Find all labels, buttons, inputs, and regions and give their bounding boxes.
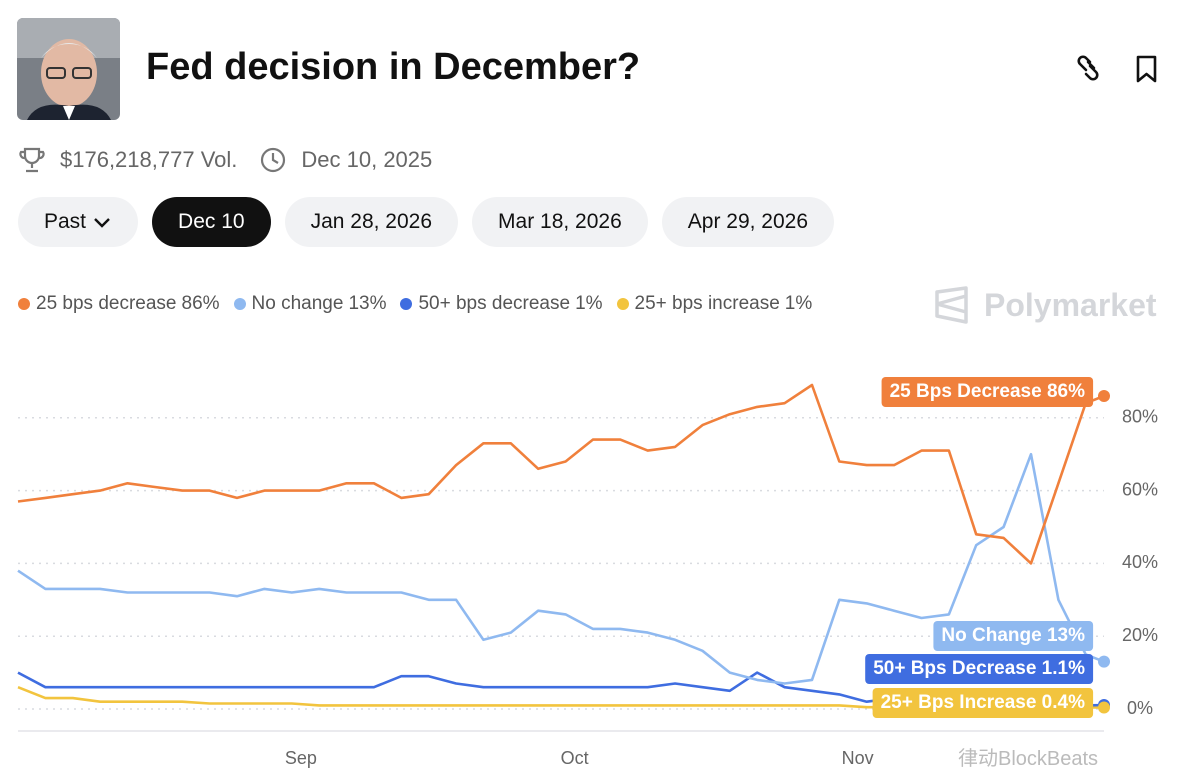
legend-label: 50+ bps decrease bbox=[418, 293, 571, 314]
legend-value: 1% bbox=[784, 293, 813, 314]
end-label-bg bbox=[933, 621, 1094, 651]
link-icon[interactable] bbox=[1077, 55, 1099, 81]
watermark: 律动BlockBeats bbox=[958, 748, 1099, 770]
x-tick-label: Nov bbox=[842, 748, 874, 768]
avatar bbox=[17, 18, 120, 120]
legend-label: 25 bps decrease bbox=[36, 293, 177, 314]
tab-label: Jan 28, 2026 bbox=[310, 210, 433, 233]
legend-swatch bbox=[233, 298, 246, 310]
date-tab[interactable]: Dec 10 bbox=[152, 197, 271, 247]
volume: $176,218,777 Vol. bbox=[60, 147, 238, 172]
trophy-icon bbox=[19, 147, 45, 173]
end-label-text: 25 Bps Decrease 86% bbox=[890, 381, 1086, 402]
legend-item: 50+ bps decrease 1% bbox=[400, 293, 603, 315]
end-label: 25+ Bps Increase 0.4% bbox=[872, 688, 1094, 718]
legend-swatch bbox=[18, 298, 30, 310]
legend: 25 bps decrease 86% No change 13% 50+ bps de… bbox=[18, 293, 812, 315]
end-dot bbox=[1098, 655, 1110, 668]
date-tab[interactable]: Jan 28, 2026 bbox=[284, 197, 459, 247]
avatar-image bbox=[17, 18, 120, 120]
end-label-bg bbox=[872, 688, 1094, 718]
end-label-text: 25+ Bps Increase 0.4% bbox=[881, 692, 1085, 713]
end-label: 25 Bps Decrease 86% bbox=[881, 377, 1094, 407]
end-label-bg bbox=[865, 654, 1094, 684]
legend-value: 1% bbox=[575, 293, 603, 314]
end-date: Dec 10, 2025 bbox=[301, 147, 433, 172]
y-tick-label: 60% bbox=[1122, 479, 1158, 499]
brand-logo bbox=[935, 286, 968, 324]
bookmark-icon[interactable] bbox=[1136, 55, 1157, 83]
y-tick-label: 0% bbox=[1127, 698, 1153, 718]
legend-value: 13% bbox=[348, 293, 387, 314]
end-label-bg bbox=[881, 377, 1094, 407]
date-tab[interactable]: Mar 18, 2026 bbox=[472, 197, 648, 247]
end-dot bbox=[1098, 389, 1110, 402]
end-label-text: No Change 13% bbox=[941, 625, 1085, 646]
brand-name: Polymarket bbox=[984, 286, 1157, 323]
series-line bbox=[17, 452, 1105, 685]
chevron-icon bbox=[94, 218, 110, 228]
market-meta: $176,218,777 Vol. Dec 10, 2025 bbox=[18, 146, 454, 174]
end-dot bbox=[1098, 701, 1110, 714]
tab-label: Apr 29, 2026 bbox=[687, 210, 809, 233]
legend-label: No change bbox=[251, 293, 344, 314]
y-tick-label: 20% bbox=[1122, 625, 1158, 645]
y-tick-label: 40% bbox=[1122, 552, 1158, 572]
legend-swatch bbox=[616, 298, 629, 310]
end-label-text: 50+ Bps Decrease 1.1% bbox=[873, 658, 1085, 679]
legend-item: No change 13% bbox=[233, 293, 387, 315]
brand: Polymarket bbox=[934, 286, 1157, 324]
actions bbox=[1077, 55, 1157, 83]
x-tick-label: Sep bbox=[285, 748, 317, 768]
legend-item: 25 bps decrease 86% bbox=[18, 293, 220, 315]
tab-label: Past bbox=[44, 210, 87, 233]
series-line bbox=[17, 383, 1105, 565]
date-tabs: Past Dec 10 Jan 28, 2026 Mar 18, 2026 Apr 29… bbox=[18, 197, 835, 247]
legend-value: 86% bbox=[181, 293, 220, 314]
tab-label: Dec 10 bbox=[178, 210, 245, 233]
date-tab[interactable]: Apr 29, 2026 bbox=[661, 197, 835, 247]
y-tick-label: 80% bbox=[1122, 407, 1158, 427]
market-title: Fed decision in December? bbox=[146, 46, 641, 88]
clock-icon bbox=[261, 147, 286, 173]
legend-item: 25+ bps increase 1% bbox=[616, 293, 813, 315]
legend-label: 25+ bps increase bbox=[634, 293, 780, 314]
end-label: No Change 13% bbox=[933, 621, 1094, 651]
tab-label: Mar 18, 2026 bbox=[498, 210, 622, 233]
end-label: 50+ Bps Decrease 1.1% bbox=[865, 654, 1094, 684]
legend-swatch bbox=[400, 298, 413, 310]
date-tab[interactable]: Past bbox=[18, 197, 139, 247]
x-tick-label: Oct bbox=[561, 748, 589, 768]
